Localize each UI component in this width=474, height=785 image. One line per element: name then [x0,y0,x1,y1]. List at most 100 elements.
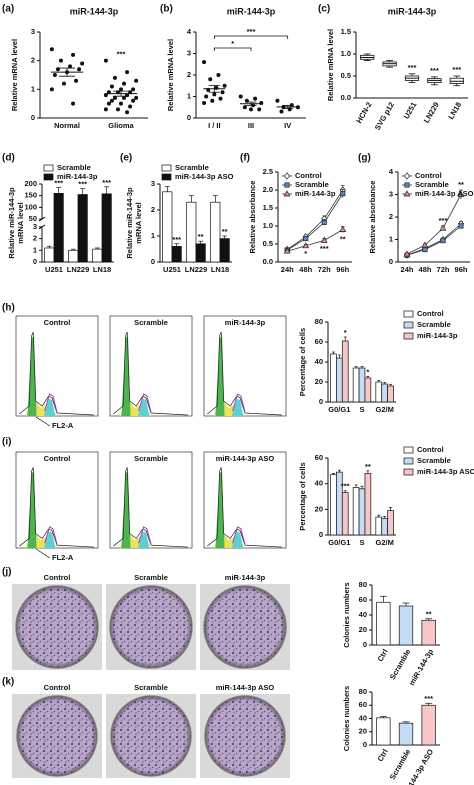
data-point [71,52,76,57]
x-tick-label: Ctrl [376,647,390,663]
y-tick-label: 0 [363,740,367,749]
data-point [49,87,54,92]
significance: ** [426,610,432,619]
panel-title: Control [44,573,71,582]
legend-swatch [161,164,172,172]
data-point [131,87,136,92]
y-tick-label: 0 [319,397,323,406]
legend-label: miR-144-3p ASO [417,467,474,476]
x-tick-label: 48h [299,265,312,274]
g2-peak [137,399,150,416]
bar [398,605,414,646]
data-point [214,85,219,90]
panel-title: Scramble [134,683,168,692]
panel-title: miR-144-3p ASO [216,454,275,463]
x-tick-label: S [359,405,364,414]
bar [341,492,349,536]
g2-peak [231,399,244,416]
marker [403,250,411,257]
data-point [68,64,73,69]
bar [364,473,372,536]
x-tick-label: Scramble [388,647,413,681]
y-tick-label: 1 [187,91,191,100]
legend-swatch [403,457,414,465]
x-axis-label: FL2-A [52,553,74,562]
marker [403,190,411,197]
y-axis-label: Relative miR-144-3p [125,187,134,259]
legend-label: Control [415,171,442,180]
data-point [134,95,139,100]
x-tick-label: LN229 [185,265,208,274]
significance: * [344,328,347,337]
data-point [238,94,243,99]
data-point [103,107,108,112]
x-tick-label: 24h [401,265,414,274]
y-axis-label: Colonies numbers [342,686,351,751]
x-tick-label: U251 [163,265,181,274]
y-tick-label: 4 [187,27,192,36]
bar [387,385,394,403]
x-tick-label: G0/G1 [328,405,350,414]
legend-swatch [43,164,54,172]
bar [375,381,383,403]
histogram-line [113,331,188,416]
legend-label: miR-144-3p [417,331,458,340]
series-line [287,193,344,251]
bar [77,194,88,263]
data-point [210,98,215,103]
x-tick-label: Scramble [388,747,413,781]
legend-swatch [403,332,414,340]
chart-title: miR-144-3p [388,6,437,16]
bar [53,193,64,263]
x-tick-label: G2/M [375,405,393,414]
bar [364,377,372,403]
significance: *** [424,694,433,703]
panel-label: (f) [240,153,250,164]
axis-arrow [35,416,51,427]
bar [398,722,414,746]
x-tick-label: G0/G1 [328,538,350,547]
series-line [406,194,462,255]
significance: * [366,367,369,376]
y-tick-label: 1 [389,234,393,243]
panel-title: Control [44,454,71,463]
x-tick-label: Glioma [108,121,134,130]
bar [330,474,337,536]
x-tick-label: III [248,121,254,130]
data-point [122,81,127,86]
g2-peak [231,531,244,548]
x-tick-label: LN18 [211,265,229,274]
significance: ** [365,462,371,471]
x-tick-label: LN229 [67,265,90,274]
data-point [212,92,217,97]
bar [387,510,394,536]
panel-label: (j) [2,567,11,578]
y-tick-label: 3 [31,27,35,36]
x-tick-label: LN18 [446,100,463,120]
data-point [112,95,117,100]
marker [283,247,291,254]
marker [439,224,447,231]
data-point [112,75,117,80]
data-point [218,96,223,101]
y-tick-label: 200 [24,179,37,188]
chart-title: miR-144-3p [227,6,276,16]
data-point [222,83,227,88]
x-axis-label: FL2-A [52,421,74,430]
bar [421,704,436,746]
y-tick-label: 1.0 [263,221,273,230]
data-point [242,105,247,110]
fit-line [138,526,152,545]
y-tick-label: 60 [315,453,323,462]
x-tick-label: HCN-2 [354,100,373,124]
y-tick-label: 60 [359,595,367,604]
marker [403,172,411,180]
panel-title: Control [44,318,71,327]
data-point [119,87,123,92]
y-tick-label: 50 [29,214,37,223]
legend-label: Scramble [415,180,449,189]
significance: *** [341,482,350,491]
dish-rim [205,696,285,776]
fit-line [138,393,152,413]
significance: ** [458,180,464,189]
